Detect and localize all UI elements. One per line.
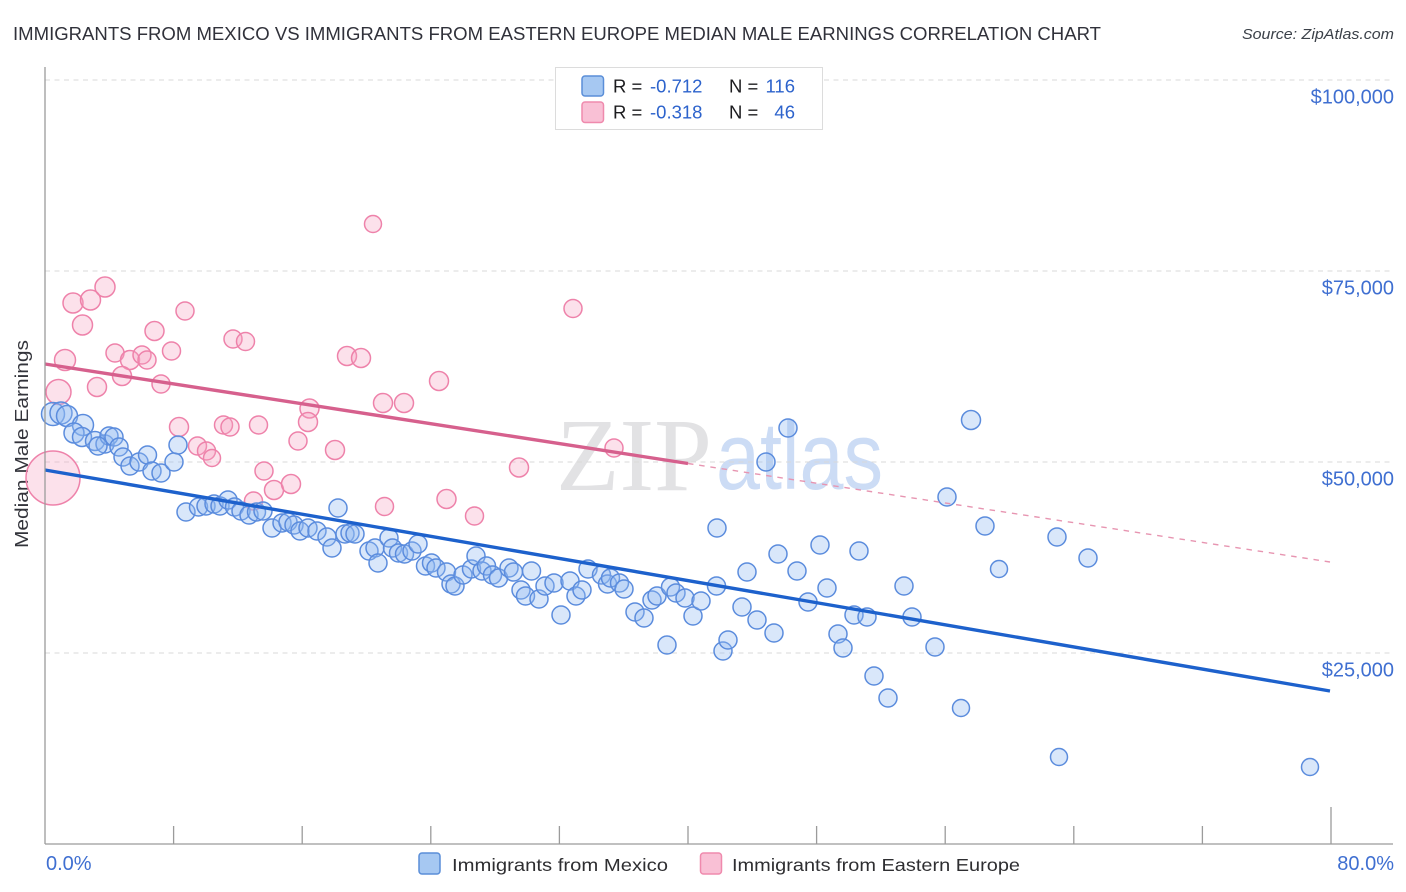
svg-text:$75,000: $75,000 — [1322, 278, 1394, 300]
svg-text:Source: ZipAtlas.com: Source: ZipAtlas.com — [1242, 27, 1394, 43]
svg-text:N =: N = — [729, 76, 758, 97]
svg-text:Median Male Earnings: Median Male Earnings — [12, 340, 32, 548]
svg-text:R =: R = — [613, 76, 642, 97]
svg-text:116: 116 — [766, 76, 796, 97]
svg-text:R =: R = — [613, 102, 642, 123]
svg-text:Immigrants from Eastern Europe: Immigrants from Eastern Europe — [732, 855, 1020, 875]
svg-text:Immigrants from Mexico: Immigrants from Mexico — [452, 855, 668, 875]
svg-text:atlas: atlas — [716, 403, 883, 510]
svg-text:$25,000: $25,000 — [1322, 660, 1394, 682]
svg-text:0.0%: 0.0% — [46, 853, 92, 875]
svg-text:$50,000: $50,000 — [1322, 469, 1394, 491]
svg-text:80.0%: 80.0% — [1337, 853, 1394, 875]
svg-text:IMMIGRANTS FROM MEXICO VS IMMI: IMMIGRANTS FROM MEXICO VS IMMIGRANTS FRO… — [13, 24, 1101, 44]
svg-text:-0.712: -0.712 — [650, 76, 702, 97]
svg-text:-0.318: -0.318 — [650, 102, 702, 123]
svg-text:N =: N = — [729, 102, 758, 123]
svg-text:46: 46 — [774, 102, 795, 123]
svg-text:$100,000: $100,000 — [1311, 87, 1394, 109]
